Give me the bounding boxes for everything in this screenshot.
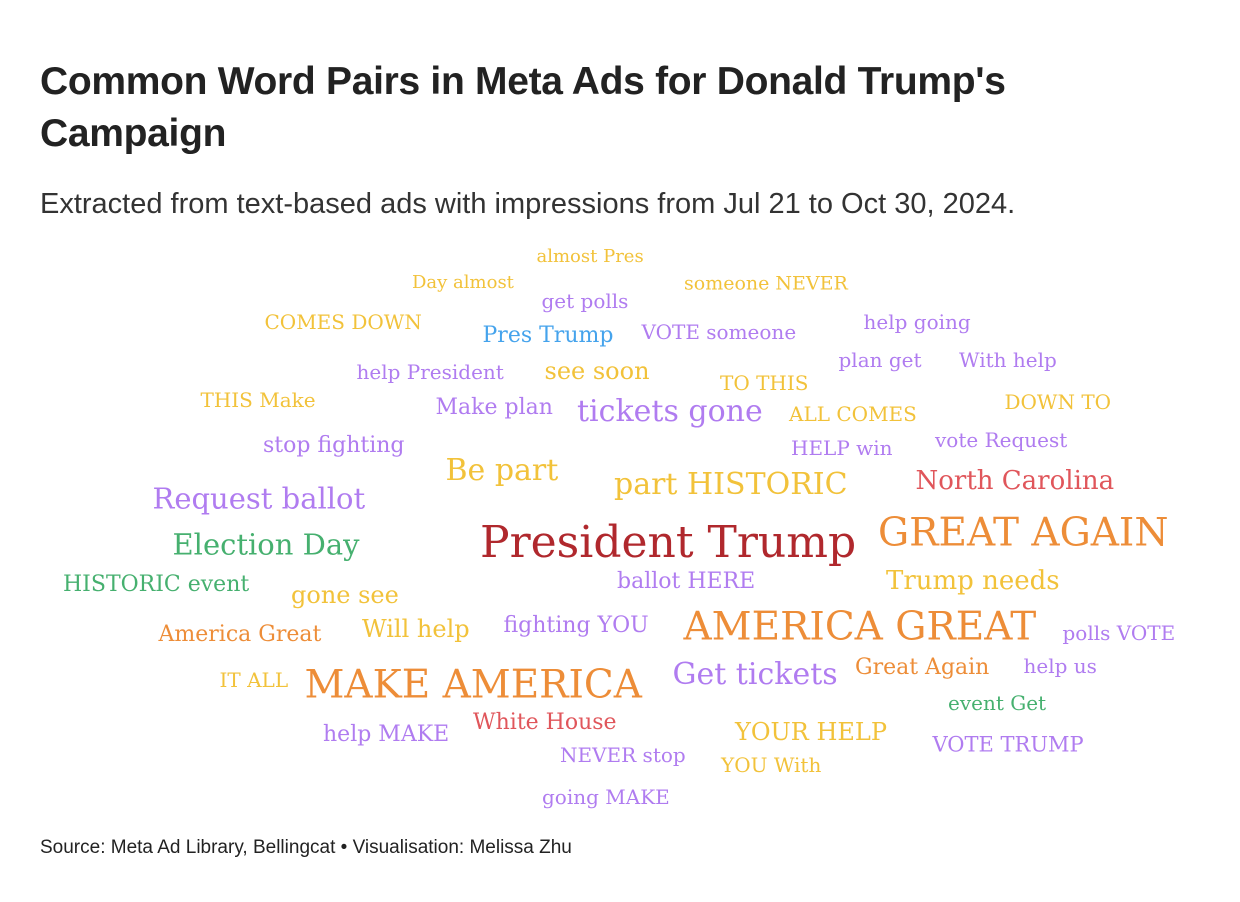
word-pres-trump: Pres Trump xyxy=(482,323,614,348)
word-stop-fighting: stop fighting xyxy=(263,433,405,458)
word-to-this: TO THIS xyxy=(720,371,809,395)
word-part-historic: part HISTORIC xyxy=(614,467,848,502)
word-help-going: help going xyxy=(863,310,971,334)
word-will-help: Will help xyxy=(362,615,470,643)
word-all-comes: ALL COMES xyxy=(789,402,917,426)
word-never-stop: NEVER stop xyxy=(560,743,686,767)
word-request-ballot: Request ballot xyxy=(152,481,366,516)
word-president-trump: President Trump xyxy=(480,517,857,568)
word-get-polls: get polls xyxy=(541,289,629,313)
word-almost-pres: almost Pres xyxy=(536,246,644,267)
word-north-carolina: North Carolina xyxy=(915,466,1115,496)
word-help-us: help us xyxy=(1023,654,1097,678)
word-vote-trump: VOTE TRUMP xyxy=(932,732,1084,757)
chart-subtitle: Extracted from text-based ads with impre… xyxy=(40,188,1016,220)
word-white-house: White House xyxy=(473,710,617,735)
word-down-to: DOWN TO xyxy=(1004,390,1112,414)
word-historic-event: HISTORIC event xyxy=(63,572,250,597)
chart-title: Common Word Pairs in Meta Ads for Donald… xyxy=(40,60,1006,155)
word-great-again: Great Again xyxy=(855,655,990,680)
word-gone-see: gone see xyxy=(291,581,399,609)
word-help-win: HELP win xyxy=(791,436,893,460)
word-help-president: help President xyxy=(356,360,504,384)
word-fighting-you: fighting YOU xyxy=(503,613,649,638)
source-note: Source: Meta Ad Library, Bellingcat • Vi… xyxy=(40,837,572,858)
word-going-make: going MAKE xyxy=(542,785,670,809)
word-trump-needs: Trump needs xyxy=(886,566,1060,596)
word-event-get: event Get xyxy=(948,691,1047,715)
word-america-great: AMERICA GREAT xyxy=(683,604,1037,650)
word-election-day: Election Day xyxy=(172,527,360,562)
word-plan-get: plan get xyxy=(838,348,922,372)
word-someone-never: someone NEVER xyxy=(684,272,848,295)
word-it-all: IT ALL xyxy=(219,668,289,692)
word-get-tickets: Get tickets xyxy=(672,657,838,692)
word-this-make: THIS Make xyxy=(200,388,316,412)
word-make-plan: Make plan xyxy=(435,395,553,420)
word-comes-down: COMES DOWN xyxy=(264,310,422,334)
word-be-part: Be part xyxy=(445,453,559,488)
word-tickets-gone: tickets gone xyxy=(577,394,763,429)
word-vote-request: vote Request xyxy=(935,428,1068,452)
word-your-help: YOUR HELP xyxy=(735,718,887,746)
word-see-soon: see soon xyxy=(544,357,650,385)
word-help-make: help MAKE xyxy=(323,722,450,747)
word-make-america: MAKE AMERICA xyxy=(304,662,642,708)
word-with-help: With help xyxy=(959,348,1057,372)
word-ballot-here: ballot HERE xyxy=(617,569,756,594)
word-great-again: GREAT AGAIN xyxy=(878,510,1169,556)
word-you-with: YOU With xyxy=(721,753,822,777)
word-america-great: America Great xyxy=(158,622,322,647)
word-day-almost: Day almost xyxy=(412,272,514,293)
word-vote-someone: VOTE someone xyxy=(641,320,797,344)
word-polls-vote: polls VOTE xyxy=(1062,621,1176,645)
